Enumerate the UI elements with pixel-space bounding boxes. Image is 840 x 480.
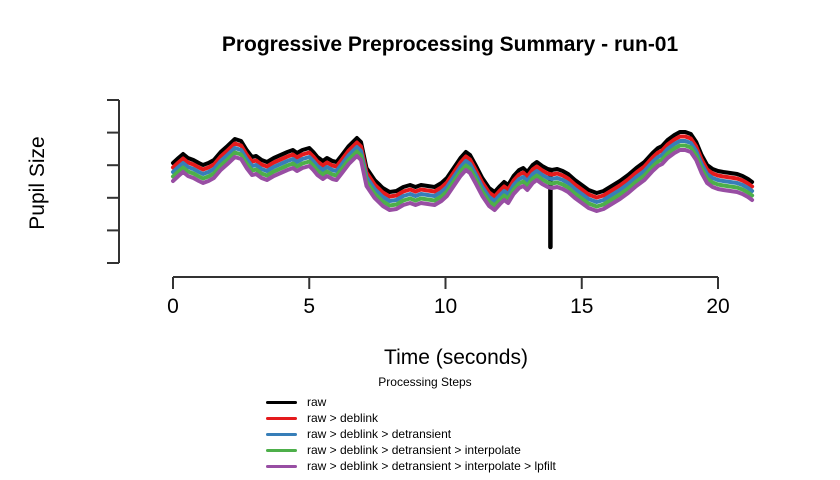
legend-line-swatch bbox=[266, 416, 297, 420]
legend-line-swatch bbox=[266, 400, 297, 404]
legend-item: raw > deblink > detransient bbox=[266, 426, 556, 442]
legend-item-label: raw > deblink bbox=[307, 411, 379, 425]
legend-item-label: raw > deblink > detransient bbox=[307, 427, 452, 441]
x-tick-label: 0 bbox=[167, 295, 179, 318]
series-line-0 bbox=[171, 130, 755, 195]
legend-item: raw > deblink > detransient > interpolat… bbox=[266, 458, 556, 474]
legend-line-swatch bbox=[266, 432, 297, 436]
legend-item-label: raw > deblink > detransient > interpolat… bbox=[307, 459, 556, 473]
legend-line-swatch bbox=[266, 464, 297, 468]
x-tick-label: 15 bbox=[570, 295, 594, 318]
legend-item: raw bbox=[266, 394, 556, 410]
legend-line-swatch bbox=[266, 448, 297, 452]
series-line-1 bbox=[171, 134, 755, 200]
series-line-3 bbox=[171, 143, 755, 209]
legend-item-label: raw > deblink > detransient > interpolat… bbox=[307, 443, 521, 457]
series-line-4 bbox=[171, 148, 755, 213]
plot-title: Progressive Preprocessing Summary - run-… bbox=[221, 33, 679, 56]
x-axis-label: Time (seconds) bbox=[384, 346, 528, 369]
x-tick-label: 10 bbox=[433, 295, 458, 318]
legend-item: raw > deblink > detransient > interpolat… bbox=[266, 442, 556, 458]
series-line-2 bbox=[171, 139, 755, 204]
legend-title: Processing Steps bbox=[378, 375, 472, 389]
x-tick-label: 20 bbox=[706, 295, 730, 318]
x-tick-label: 5 bbox=[303, 295, 316, 318]
legend-item-label: raw bbox=[307, 395, 327, 409]
legend-item: raw > deblink bbox=[266, 410, 556, 426]
legend: raw raw > deblink raw > deblink > detransi… bbox=[266, 394, 556, 474]
